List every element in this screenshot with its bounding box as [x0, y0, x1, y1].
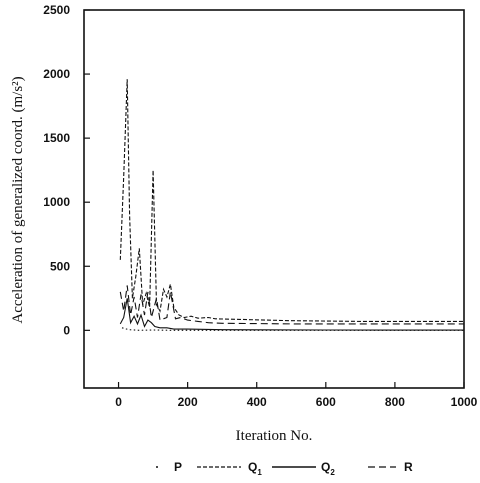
- x-tick-label: 600: [316, 395, 336, 409]
- series-line-q1: [119, 79, 464, 322]
- legend-label-q2: Q2: [321, 460, 335, 477]
- y-tick-label: 2000: [43, 67, 70, 81]
- legend-label-q1: Q1: [248, 460, 262, 477]
- x-tick-label: 800: [385, 395, 405, 409]
- axis-ticks: 0 200 400 600 800 1000 0 500 1000 1500 2000 2500: [43, 3, 477, 409]
- y-tick-label: 0: [63, 323, 70, 337]
- series-line-q2: [119, 298, 465, 331]
- x-axis-title: Iteration No.: [236, 428, 313, 444]
- x-tick-label: 200: [178, 395, 198, 409]
- plot-frame: [83, 9, 465, 389]
- x-tick-label: 400: [247, 395, 267, 409]
- y-axis-title: Acceleration of generalized coord. (m/s²…: [10, 76, 26, 323]
- legend-label-p: P: [174, 460, 182, 474]
- y-tick-label: 2500: [43, 3, 70, 17]
- x-tick-label: 0: [115, 395, 122, 409]
- y-tick-label: 1500: [43, 131, 70, 145]
- legend-label-r: R: [404, 460, 413, 474]
- legend-sample-p: [156, 466, 158, 468]
- x-tick-label: 1000: [451, 395, 478, 409]
- y-tick-label: 1000: [43, 195, 70, 209]
- series-line-p: [121, 327, 464, 331]
- legend: P Q1 Q2 R: [156, 460, 413, 477]
- y-tick-label: 500: [50, 259, 70, 273]
- series-line-r: [119, 285, 464, 325]
- series-layer: [119, 79, 465, 331]
